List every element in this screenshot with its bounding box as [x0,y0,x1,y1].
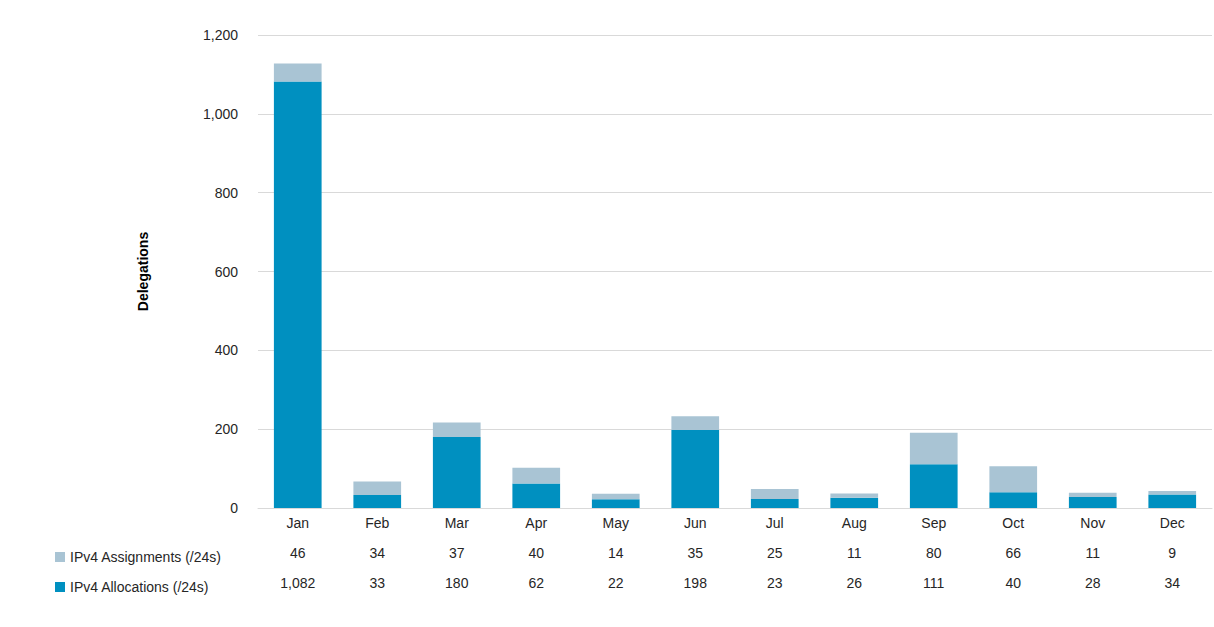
svg-text:66: 66 [1005,545,1021,561]
svg-text:11: 11 [847,545,862,561]
svg-text:14: 14 [608,545,624,561]
svg-text:Delegations: Delegations [135,232,151,312]
svg-text:Aug: Aug [842,515,867,531]
svg-text:Jul: Jul [766,515,784,531]
svg-text:600: 600 [215,264,239,280]
svg-text:400: 400 [215,342,239,358]
svg-text:80: 80 [926,545,942,561]
svg-text:Feb: Feb [365,515,389,531]
svg-text:35: 35 [687,545,703,561]
svg-text:23: 23 [767,575,783,591]
svg-text:200: 200 [215,421,239,437]
svg-text:34: 34 [1164,575,1180,591]
svg-text:1,200: 1,200 [203,27,238,43]
svg-text:111: 111 [923,575,944,591]
svg-text:40: 40 [1005,575,1021,591]
svg-text:Jun: Jun [684,515,707,531]
svg-text:11: 11 [1085,545,1100,561]
svg-text:Mar: Mar [445,515,469,531]
svg-text:28: 28 [1085,575,1101,591]
svg-text:25: 25 [767,545,783,561]
svg-text:800: 800 [215,185,239,201]
svg-text:22: 22 [608,575,624,591]
svg-text:46: 46 [290,545,306,561]
svg-text:IPv4 Assignments (/24s): IPv4 Assignments (/24s) [70,549,221,565]
svg-text:37: 37 [449,545,465,561]
svg-text:Jan: Jan [286,515,309,531]
svg-text:1,082: 1,082 [280,575,315,591]
svg-text:40: 40 [528,545,544,561]
svg-text:Oct: Oct [1002,515,1024,531]
svg-text:62: 62 [528,575,544,591]
svg-text:0: 0 [230,500,238,516]
svg-text:Dec: Dec [1160,515,1185,531]
svg-text:180: 180 [445,575,469,591]
svg-text:Nov: Nov [1080,515,1105,531]
svg-text:May: May [603,515,629,531]
svg-text:34: 34 [369,545,385,561]
svg-text:Apr: Apr [525,515,547,531]
svg-text:198: 198 [684,575,708,591]
svg-text:Sep: Sep [921,515,946,531]
svg-text:1,000: 1,000 [203,106,238,122]
svg-text:9: 9 [1168,545,1176,561]
svg-text:33: 33 [369,575,385,591]
svg-text:IPv4 Allocations (/24s): IPv4 Allocations (/24s) [70,579,209,595]
svg-text:26: 26 [846,575,862,591]
